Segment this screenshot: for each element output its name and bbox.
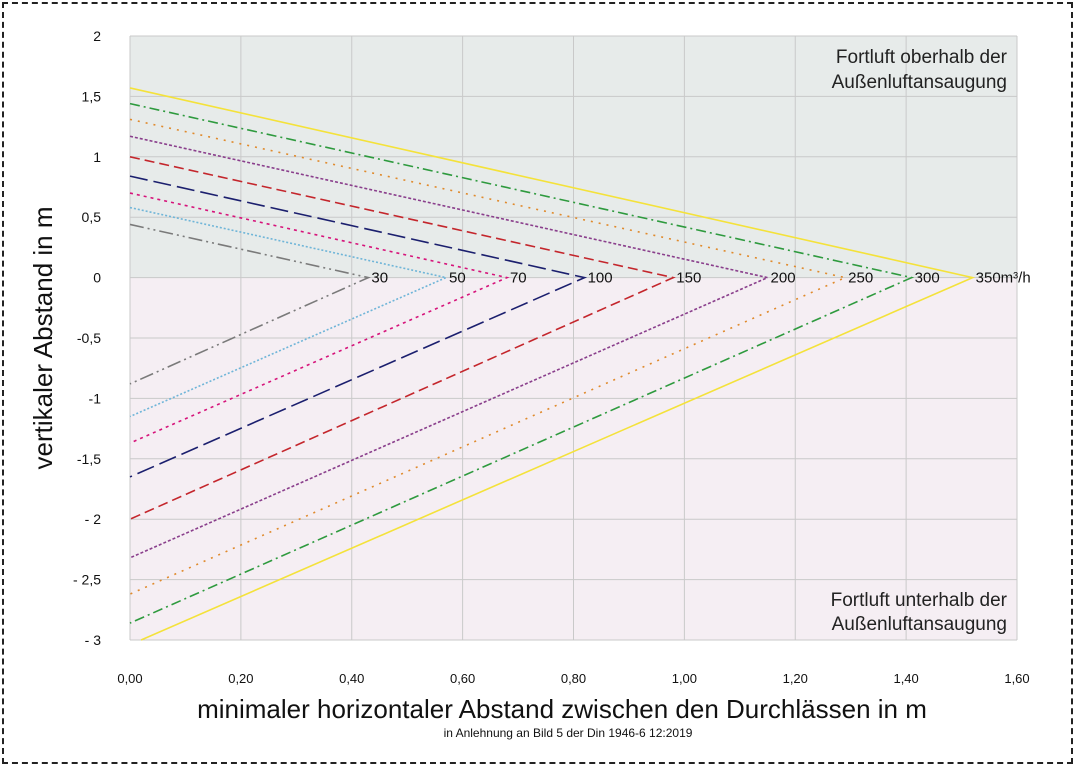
y-tick-label: 2	[93, 28, 101, 44]
y-tick-label: - 2,5	[73, 572, 101, 588]
y-tick-label: 1,5	[82, 88, 102, 104]
y-tick-label: - 2	[85, 511, 102, 527]
y-tick-label: 1	[93, 149, 101, 165]
series-line-300	[129, 102, 915, 624]
series-label-300: 300	[915, 270, 940, 287]
y-tick-label: 0,5	[82, 209, 102, 225]
y-axis-label: vertikaler Abstand in m	[28, 206, 58, 469]
series-label-50: 50	[449, 270, 466, 287]
series-line-30	[129, 223, 371, 385]
lower-zone-label-line1: Fortluft unterhalb der	[831, 590, 1008, 611]
series-lines	[129, 87, 976, 641]
series-label-150: 150	[676, 270, 701, 287]
series-line-150	[129, 156, 676, 520]
series-label-200: 200	[771, 270, 796, 287]
series-label-100: 100	[588, 270, 613, 287]
series-label-350mh: 350m³/h	[976, 270, 1031, 287]
y-tick-label: -0,5	[77, 330, 101, 346]
x-tick-label: 1,60	[1004, 671, 1029, 686]
source-note: in Anlehnung an Bild 5 der Din 1946-6 12…	[444, 726, 693, 740]
y-tick-labels: 2 1,5 1 0,5 0 -0,5 -1 -1,5 - 2 - 2,5 - 3	[73, 28, 101, 648]
x-tick-label: 0,20	[228, 671, 253, 686]
x-tick-label: 0,40	[339, 671, 364, 686]
x-tick-label: 0,00	[117, 671, 142, 686]
series-label-250: 250	[848, 270, 873, 287]
series-line-70	[129, 192, 510, 444]
x-axis-label: minimaler horizontaler Abstand zwischen …	[197, 694, 927, 724]
lower-zone-label-line2: Außenluftansaugung	[832, 614, 1007, 635]
y-tick-label: - 3	[85, 632, 102, 648]
x-tick-labels: 0,00 0,20 0,40 0,60 0,80 1,00 1,20 1,40 1,60	[117, 671, 1029, 686]
y-tick-label: -1	[89, 390, 102, 406]
upper-zone-label-line1: Fortluft oberhalb der	[836, 47, 1008, 68]
series-end-labels: 30 50 70 100 150 200 250 300 350m³/h	[371, 270, 1030, 287]
series-label-30: 30	[371, 270, 388, 287]
series-line-50	[129, 206, 449, 418]
x-tick-label: 1,40	[893, 671, 918, 686]
y-tick-label: 0	[93, 270, 101, 286]
upper-zone-label-line2: Außenluftansaugung	[832, 72, 1007, 93]
y-tick-label: -1,5	[77, 451, 101, 467]
series-line-350mh	[129, 87, 976, 641]
series-line-200	[129, 135, 771, 559]
series-label-70: 70	[510, 270, 527, 287]
grid-lines	[129, 35, 1018, 641]
series-line-100	[129, 175, 588, 478]
x-tick-label: 0,80	[561, 671, 586, 686]
x-tick-label: 0,60	[450, 671, 475, 686]
x-tick-label: 1,20	[783, 671, 808, 686]
x-tick-label: 1,00	[672, 671, 697, 686]
